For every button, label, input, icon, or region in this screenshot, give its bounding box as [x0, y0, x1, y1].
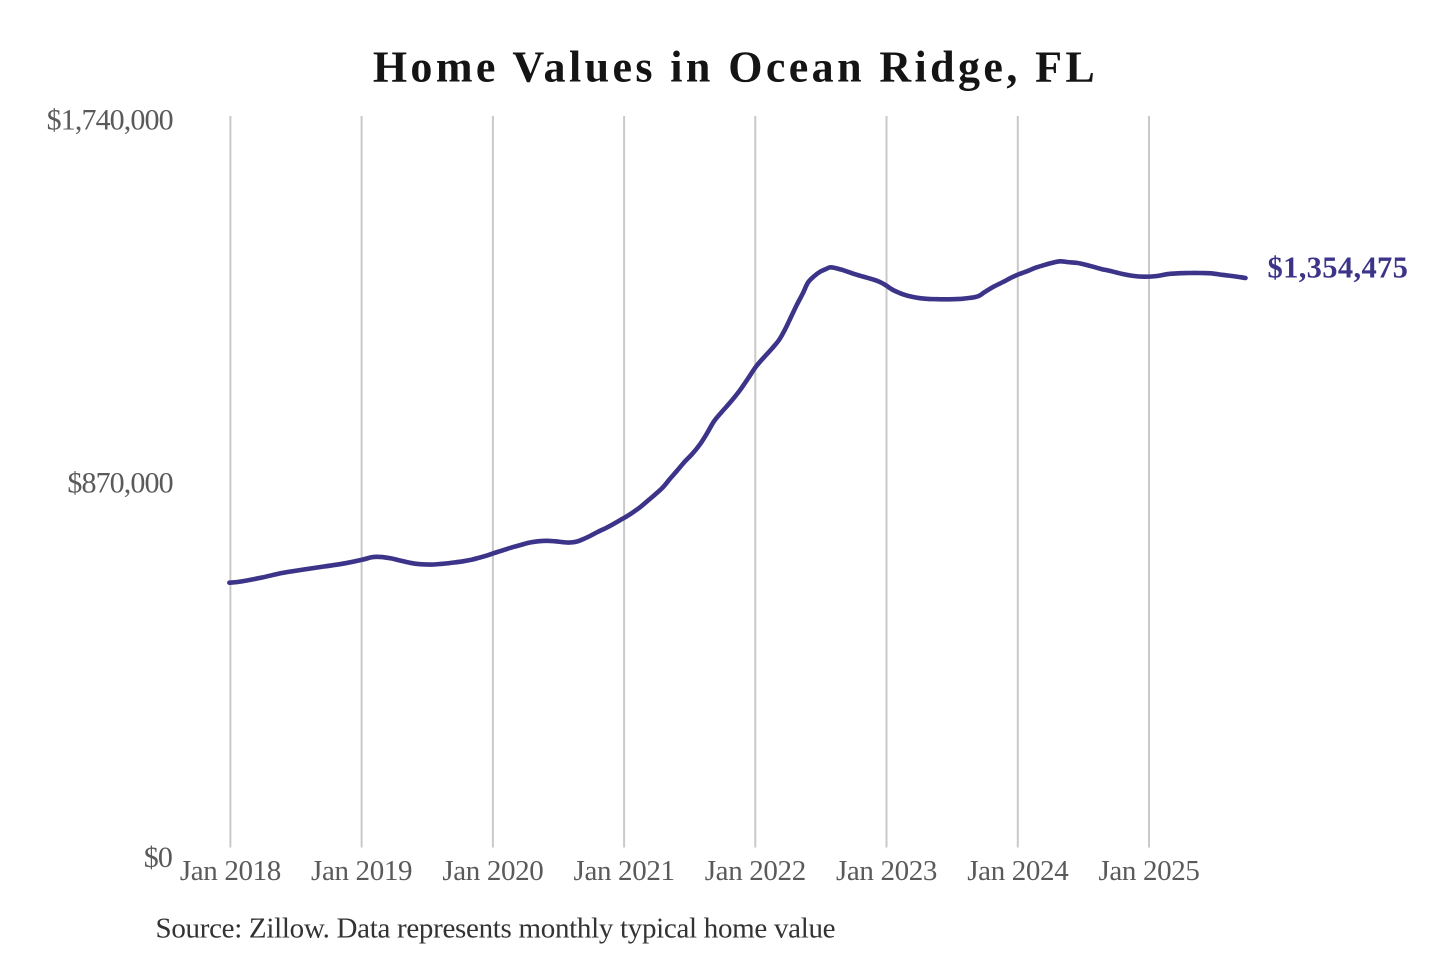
svg-text:Jan 2021: Jan 2021	[574, 855, 675, 887]
svg-text:Jan 2018: Jan 2018	[180, 855, 281, 887]
svg-text:$870,000: $870,000	[67, 467, 172, 500]
svg-text:Jan 2019: Jan 2019	[311, 855, 412, 887]
svg-text:Jan 2022: Jan 2022	[705, 855, 806, 887]
svg-text:Jan 2025: Jan 2025	[1098, 855, 1199, 887]
svg-text:Jan 2024: Jan 2024	[967, 855, 1069, 887]
svg-text:Home Values in Ocean Ridge, FL: Home Values in Ocean Ridge, FL	[373, 42, 1098, 91]
svg-text:Source: Zillow. Data represent: Source: Zillow. Data represents monthly …	[156, 913, 836, 945]
svg-text:Jan 2020: Jan 2020	[442, 855, 543, 887]
svg-text:$0: $0	[144, 841, 172, 874]
svg-text:$1,354,475: $1,354,475	[1268, 250, 1409, 284]
svg-text:$1,740,000: $1,740,000	[47, 103, 173, 136]
svg-text:Jan 2023: Jan 2023	[836, 855, 937, 887]
